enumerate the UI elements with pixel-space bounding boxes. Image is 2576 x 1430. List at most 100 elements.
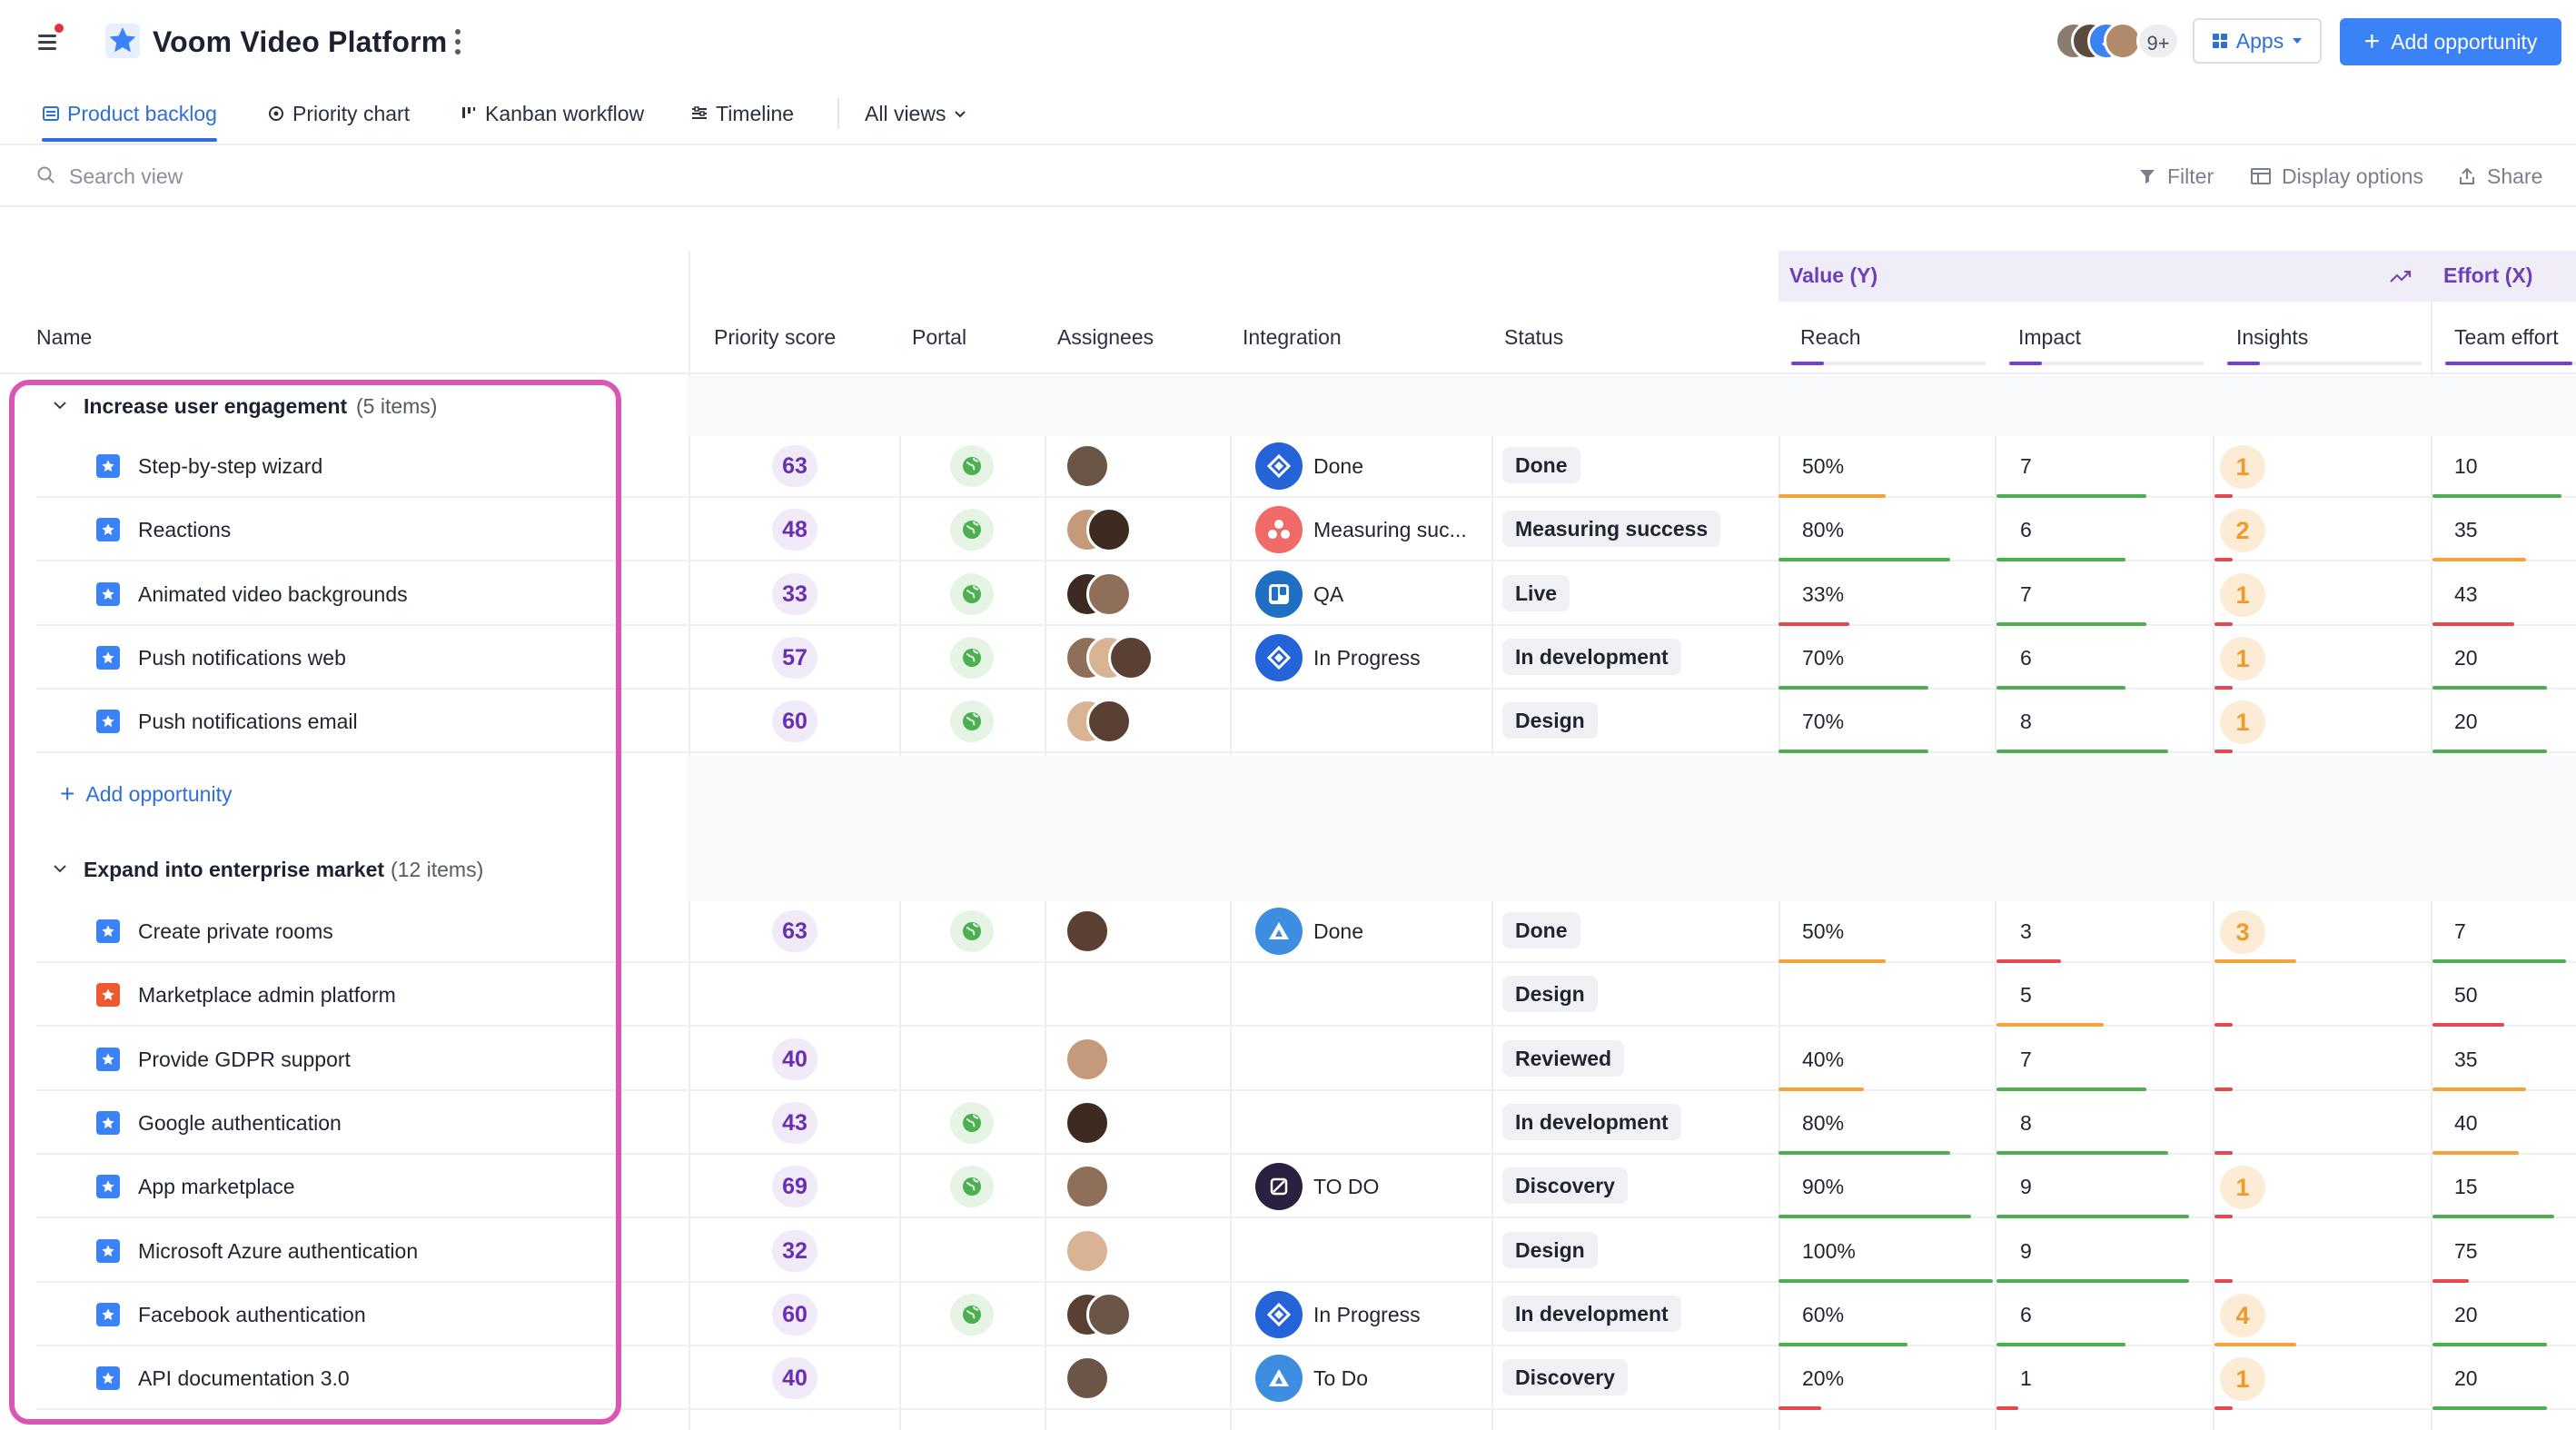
status-badge[interactable]: In development bbox=[1502, 1295, 1681, 1332]
status-badge[interactable]: In development bbox=[1502, 1103, 1681, 1140]
add-opportunity-button[interactable]: + Add opportunity bbox=[2340, 18, 2561, 65]
impact-value[interactable]: 6 bbox=[2020, 1302, 2032, 1326]
opportunity-name[interactable]: Marketplace admin platform bbox=[138, 983, 396, 1008]
team-effort-value[interactable]: 40 bbox=[2454, 1110, 2478, 1135]
status-badge[interactable]: Design bbox=[1502, 1231, 1598, 1268]
globe-icon[interactable] bbox=[950, 1293, 994, 1336]
globe-icon[interactable] bbox=[950, 509, 994, 551]
asana-icon[interactable] bbox=[1255, 506, 1303, 554]
team-effort-value[interactable]: 20 bbox=[2454, 1366, 2478, 1391]
opportunity-name[interactable]: Push notifications web bbox=[138, 645, 346, 670]
table-row[interactable]: Provide GDPR support 40 Reviewed 40% 7 35 bbox=[36, 1028, 2576, 1091]
azure-devops-icon[interactable] bbox=[1255, 1355, 1303, 1403]
status-badge[interactable]: In development bbox=[1502, 638, 1681, 675]
effort-x-group-header[interactable]: Effort (X) bbox=[2431, 251, 2576, 302]
globe-icon[interactable] bbox=[950, 636, 994, 679]
column-header-portal[interactable]: Portal bbox=[912, 325, 967, 349]
opportunity-name[interactable]: App marketplace bbox=[138, 1175, 295, 1199]
share-button[interactable]: Share bbox=[2458, 160, 2542, 193]
impact-value[interactable]: 5 bbox=[2020, 983, 2032, 1008]
team-effort-value[interactable]: 75 bbox=[2454, 1238, 2478, 1263]
apps-button[interactable]: Apps bbox=[2193, 18, 2322, 64]
table-row[interactable]: Animated video backgrounds 33 QA Live 33% 7 1 4… bbox=[36, 562, 2576, 626]
tab-all-views[interactable]: All views bbox=[865, 84, 967, 144]
weight-indicator[interactable] bbox=[2227, 362, 2260, 365]
display-options-button[interactable]: Display options bbox=[2251, 160, 2423, 193]
reach-value[interactable]: 60% bbox=[1802, 1302, 1845, 1326]
globe-icon[interactable] bbox=[950, 1101, 994, 1144]
insights-count-badge[interactable]: 1 bbox=[2220, 700, 2265, 745]
insights-count-badge[interactable]: 1 bbox=[2220, 572, 2265, 617]
insights-count-badge[interactable]: 2 bbox=[2220, 509, 2265, 553]
opportunity-name[interactable]: Facebook authentication bbox=[138, 1302, 366, 1326]
impact-value[interactable]: 7 bbox=[2020, 581, 2032, 606]
table-row[interactable]: Step-by-step wizard 63 Done Done 50% 7 1 10 bbox=[36, 434, 2576, 498]
reach-value[interactable]: 80% bbox=[1802, 518, 1845, 542]
value-y-group-header[interactable]: Value (Y) bbox=[1778, 251, 2431, 302]
status-badge[interactable]: Done bbox=[1502, 447, 1580, 483]
column-header-team-effort[interactable]: Team effort bbox=[2454, 325, 2559, 349]
impact-value[interactable]: 7 bbox=[2020, 454, 2032, 478]
opportunity-name[interactable]: Google authentication bbox=[138, 1110, 342, 1135]
chevron-down-icon[interactable] bbox=[53, 861, 67, 876]
group-header-expand-into-enterprise-market[interactable]: Expand into enterprise market (12 items) bbox=[36, 838, 2576, 901]
impact-value[interactable]: 8 bbox=[2020, 1110, 2032, 1135]
insights-count-badge[interactable]: 3 bbox=[2220, 910, 2265, 954]
insights-count-badge[interactable]: 4 bbox=[2220, 1293, 2265, 1337]
opportunity-name[interactable]: Microsoft Azure authentication bbox=[138, 1238, 419, 1263]
tab-product-backlog[interactable]: Product backlog bbox=[42, 84, 217, 144]
add-opportunity-link[interactable]: + Add opportunity bbox=[60, 781, 232, 807]
group-header-increase-user-engagement[interactable]: Increase user engagement (5 items) bbox=[36, 374, 2576, 438]
column-header-integration[interactable]: Integration bbox=[1243, 325, 1342, 349]
weight-indicator[interactable] bbox=[1791, 362, 1824, 365]
globe-icon[interactable] bbox=[950, 910, 994, 952]
table-row[interactable]: Google authentication 43 In development 80%… bbox=[36, 1091, 2576, 1155]
opportunity-name[interactable]: Animated video backgrounds bbox=[138, 581, 408, 606]
team-effort-value[interactable]: 7 bbox=[2454, 919, 2466, 943]
table-row[interactable]: Facebook authentication 60 In Progress In d… bbox=[36, 1283, 2576, 1346]
column-header-assignees[interactable]: Assignees bbox=[1057, 325, 1154, 349]
collaborator-avatars[interactable]: J 9+ bbox=[2055, 22, 2182, 62]
impact-value[interactable]: 6 bbox=[2020, 645, 2032, 670]
weight-indicator[interactable] bbox=[2009, 362, 2042, 365]
reach-value[interactable]: 70% bbox=[1802, 645, 1845, 670]
opportunity-name[interactable]: Provide GDPR support bbox=[138, 1047, 351, 1071]
filter-button[interactable]: Filter bbox=[2138, 160, 2214, 193]
chevron-down-icon[interactable] bbox=[53, 398, 67, 412]
reach-value[interactable]: 70% bbox=[1802, 710, 1845, 734]
azure-devops-icon[interactable] bbox=[1255, 908, 1303, 955]
tab-priority-chart[interactable]: Priority chart bbox=[267, 84, 410, 144]
insights-count-badge[interactable]: 1 bbox=[2220, 1357, 2265, 1402]
team-effort-value[interactable]: 10 bbox=[2454, 454, 2478, 478]
menu-icon[interactable] bbox=[35, 22, 65, 55]
opportunity-name[interactable]: Step-by-step wizard bbox=[138, 454, 323, 478]
opportunity-name[interactable]: Reactions bbox=[138, 518, 232, 542]
status-badge[interactable]: Discovery bbox=[1502, 1359, 1628, 1396]
column-header-status[interactable]: Status bbox=[1504, 325, 1564, 349]
reach-value[interactable]: 40% bbox=[1802, 1047, 1845, 1071]
weight-indicator[interactable] bbox=[2445, 362, 2572, 365]
status-badge[interactable]: Measuring success bbox=[1502, 511, 1721, 548]
reach-value[interactable]: 90% bbox=[1802, 1175, 1845, 1199]
team-effort-value[interactable]: 20 bbox=[2454, 645, 2478, 670]
status-badge[interactable]: Reviewed bbox=[1502, 1039, 1625, 1077]
reach-value[interactable]: 33% bbox=[1802, 581, 1845, 606]
tab-kanban-workflow[interactable]: Kanban workflow bbox=[460, 84, 644, 144]
status-badge[interactable]: Design bbox=[1502, 702, 1598, 740]
reach-value[interactable]: 50% bbox=[1802, 919, 1845, 943]
shortcut-icon[interactable] bbox=[1255, 1163, 1303, 1211]
team-effort-value[interactable]: 35 bbox=[2454, 1047, 2478, 1071]
more-options-icon[interactable] bbox=[451, 27, 465, 56]
globe-icon[interactable] bbox=[950, 700, 994, 743]
impact-value[interactable]: 1 bbox=[2020, 1366, 2032, 1391]
impact-value[interactable]: 7 bbox=[2020, 1047, 2032, 1071]
table-row[interactable]: App marketplace 69 TO DO Discovery 90% 9 1 15 bbox=[36, 1155, 2576, 1219]
table-row[interactable]: Marketplace admin platform Design 5 50 bbox=[36, 963, 2576, 1028]
table-row[interactable]: Create private rooms 63 Done Done 50% 3 3 7 bbox=[36, 899, 2576, 963]
reach-value[interactable]: 50% bbox=[1802, 454, 1845, 478]
team-effort-value[interactable]: 15 bbox=[2454, 1175, 2478, 1199]
status-badge[interactable]: Done bbox=[1502, 912, 1580, 948]
column-header-reach[interactable]: Reach bbox=[1800, 325, 1861, 349]
impact-value[interactable]: 8 bbox=[2020, 710, 2032, 734]
table-row[interactable]: Push notifications web 57 In Progress In de… bbox=[36, 626, 2576, 690]
